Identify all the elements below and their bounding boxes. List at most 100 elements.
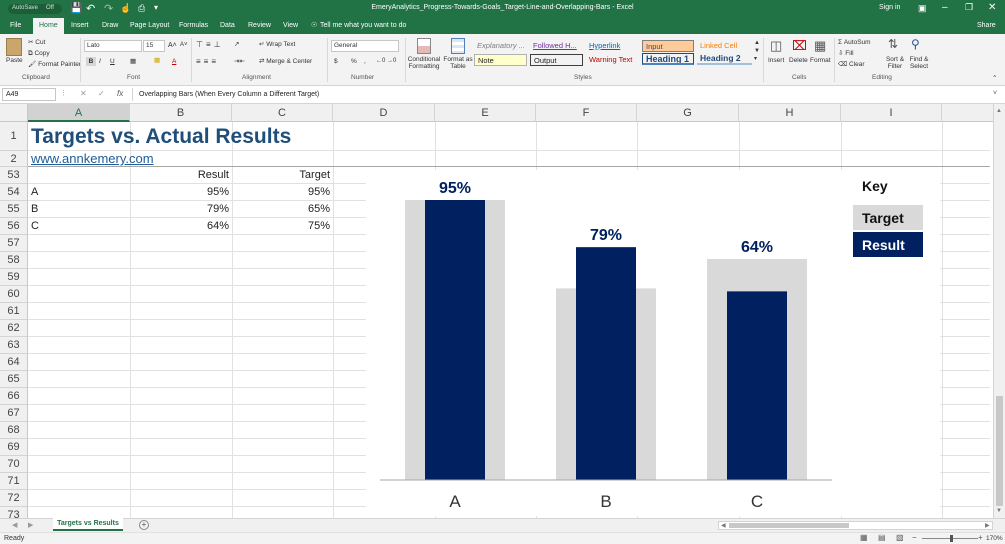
row-header-70[interactable]: 70 xyxy=(0,456,28,473)
paste-icon[interactable] xyxy=(6,38,22,56)
row-header-55[interactable]: 55 xyxy=(0,201,28,218)
style-note[interactable]: Note xyxy=(474,54,527,66)
name-box[interactable]: A49 xyxy=(2,88,56,101)
shrink-font-icon[interactable]: A˅ xyxy=(180,42,188,48)
merge-center-button[interactable]: ⇄ Merge & Center xyxy=(259,58,313,65)
italic-button[interactable]: I xyxy=(99,58,101,65)
format-as-table-icon[interactable] xyxy=(451,38,465,54)
row-header-68[interactable]: 68 xyxy=(0,422,28,439)
zoom-level[interactable]: 170% xyxy=(986,535,1003,542)
column-header-b[interactable]: B xyxy=(130,104,232,122)
target-b[interactable]: 65% xyxy=(307,203,330,215)
ribbon-display-icon[interactable]: ▣ xyxy=(918,3,927,13)
row-header-71[interactable]: 71 xyxy=(0,473,28,490)
fill-color-icon[interactable]: ▩ xyxy=(154,57,161,64)
result-bar-a[interactable] xyxy=(425,200,485,480)
tab-formulas[interactable]: Formulas xyxy=(179,22,209,29)
sort-filter-icon[interactable]: ⇅ xyxy=(888,37,899,51)
sign-in-link[interactable]: Sign in xyxy=(879,4,901,11)
cut-button[interactable]: ✂ Cut xyxy=(28,39,46,46)
header-result[interactable]: Result xyxy=(197,169,229,181)
column-header-d[interactable]: D xyxy=(333,104,435,122)
row-header-65[interactable]: 65 xyxy=(0,371,28,388)
borders-icon[interactable]: ▦ xyxy=(130,58,137,65)
row-header-53[interactable]: 53 xyxy=(0,167,28,184)
tab-home[interactable]: Home xyxy=(33,18,64,34)
overlapping-bars-chart[interactable]: 95% A 79% B 64% C Key Target Result xyxy=(366,170,940,516)
close-icon[interactable]: ✕ xyxy=(988,2,997,13)
delete-cells-icon[interactable]: ⌧ xyxy=(792,38,807,53)
touch-mode-icon[interactable]: ☝ xyxy=(120,3,132,13)
row-header-57[interactable]: 57 xyxy=(0,235,28,252)
redo-icon[interactable]: ↷ xyxy=(104,3,114,15)
quick-print-icon[interactable]: ⎙ xyxy=(138,3,146,13)
horizontal-scroll-thumb[interactable] xyxy=(729,523,849,528)
comma-button[interactable]: , xyxy=(364,58,366,65)
find-select-icon[interactable]: ⚲ xyxy=(911,37,920,51)
page-break-view-icon[interactable]: ▧ xyxy=(896,533,904,542)
sheet-title[interactable]: Targets vs. Actual Results xyxy=(31,125,292,148)
sort-filter-button[interactable]: Sort & Filter xyxy=(885,56,905,70)
page-layout-view-icon[interactable]: ▤ xyxy=(878,533,886,542)
tab-review[interactable]: Review xyxy=(248,22,271,29)
horizontal-scrollbar[interactable]: ◀ ▶ xyxy=(718,521,993,530)
tab-view[interactable]: View xyxy=(283,22,299,29)
zoom-slider-thumb[interactable] xyxy=(950,535,953,542)
tab-insert[interactable]: Insert xyxy=(71,22,89,29)
row-header-63[interactable]: 63 xyxy=(0,337,28,354)
bold-button[interactable]: B xyxy=(86,57,96,66)
target-a[interactable]: 95% xyxy=(307,186,330,198)
conditional-formatting-button[interactable]: Conditional Formatting xyxy=(407,56,441,70)
scroll-up-icon[interactable]: ▲ xyxy=(996,108,1002,114)
decimal-icons[interactable]: ←0 →0 xyxy=(376,58,397,64)
formula-input[interactable]: Overlapping Bars (When Every Column a Di… xyxy=(132,88,1002,101)
column-header-g[interactable]: G xyxy=(637,104,739,122)
horizontal-align-icons[interactable]: ≡≡≡ xyxy=(196,57,220,66)
row-header-54[interactable]: 54 xyxy=(0,184,28,201)
tab-page-layout[interactable]: Page Layout xyxy=(130,22,170,29)
result-bar-c[interactable] xyxy=(727,291,787,480)
scroll-right-icon[interactable]: ▶ xyxy=(985,523,990,529)
orientation-icon[interactable]: ↗ xyxy=(234,41,240,48)
row-header-69[interactable]: 69 xyxy=(0,439,28,456)
style-heading-2[interactable]: Heading 2 xyxy=(697,53,752,65)
row-header-62[interactable]: 62 xyxy=(0,320,28,337)
website-link[interactable]: www.annkemery.com xyxy=(31,151,154,166)
row-header-60[interactable]: 60 xyxy=(0,286,28,303)
cancel-entry-icon[interactable]: ✕ xyxy=(80,89,87,98)
column-header-a[interactable]: A xyxy=(28,104,130,122)
minimize-icon[interactable]: – xyxy=(942,2,948,13)
format-cells-icon[interactable]: ▦ xyxy=(814,38,827,53)
vertical-align-icons[interactable]: ⊤≡⊥ xyxy=(196,40,224,49)
insert-cells-icon[interactable]: ◫ xyxy=(770,38,783,53)
row-header-58[interactable]: 58 xyxy=(0,252,28,269)
tab-draw[interactable]: Draw xyxy=(102,22,119,29)
scroll-down-icon[interactable]: ▼ xyxy=(996,508,1002,514)
name-box-dropdown-icon[interactable]: ⋮ xyxy=(60,90,67,97)
find-select-button[interactable]: Find & Select xyxy=(909,56,929,70)
currency-button[interactable]: $ xyxy=(334,58,338,65)
row-label-c[interactable]: C xyxy=(31,220,39,232)
row-header-64[interactable]: 64 xyxy=(0,354,28,371)
insert-function-button[interactable]: fx xyxy=(117,89,124,98)
share-button[interactable]: Share xyxy=(977,22,996,29)
style-warning-text[interactable]: Warning Text xyxy=(589,55,633,64)
zoom-in-icon[interactable]: + xyxy=(978,533,983,542)
save-icon[interactable]: 💾 xyxy=(70,3,83,14)
indent-icons[interactable]: ⇥⇤ xyxy=(234,58,245,65)
column-header-e[interactable]: E xyxy=(435,104,536,122)
style-hyperlink[interactable]: Hyperlink xyxy=(589,41,621,50)
row-label-a[interactable]: A xyxy=(31,186,39,198)
sheet-tab-targets-vs-results[interactable]: Targets vs Results xyxy=(53,518,123,531)
result-b[interactable]: 79% xyxy=(206,203,229,215)
column-header-f[interactable]: F xyxy=(536,104,637,122)
format-painter-button[interactable]: 🖌 Format Painter xyxy=(28,61,82,68)
clear-button[interactable]: ⌫ Clear xyxy=(838,61,865,68)
result-c[interactable]: 64% xyxy=(206,220,229,232)
row-label-b[interactable]: B xyxy=(31,203,39,215)
tell-me-box[interactable]: Tell me what you want to do xyxy=(320,22,407,29)
style-linked-cell[interactable]: Linked Cell xyxy=(700,41,738,50)
result-a[interactable]: 95% xyxy=(206,186,229,198)
font-name-select[interactable]: Lato xyxy=(84,40,142,52)
fill-button[interactable]: ⇩ Fill xyxy=(838,50,854,57)
